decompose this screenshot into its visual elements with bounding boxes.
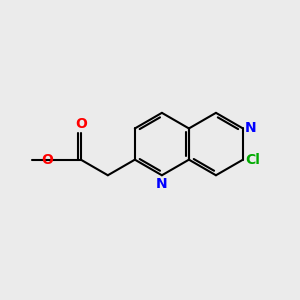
Text: N: N [156,177,168,191]
Text: O: O [75,117,87,131]
Text: O: O [41,153,53,167]
Text: Cl: Cl [245,153,260,167]
Text: N: N [245,122,257,136]
